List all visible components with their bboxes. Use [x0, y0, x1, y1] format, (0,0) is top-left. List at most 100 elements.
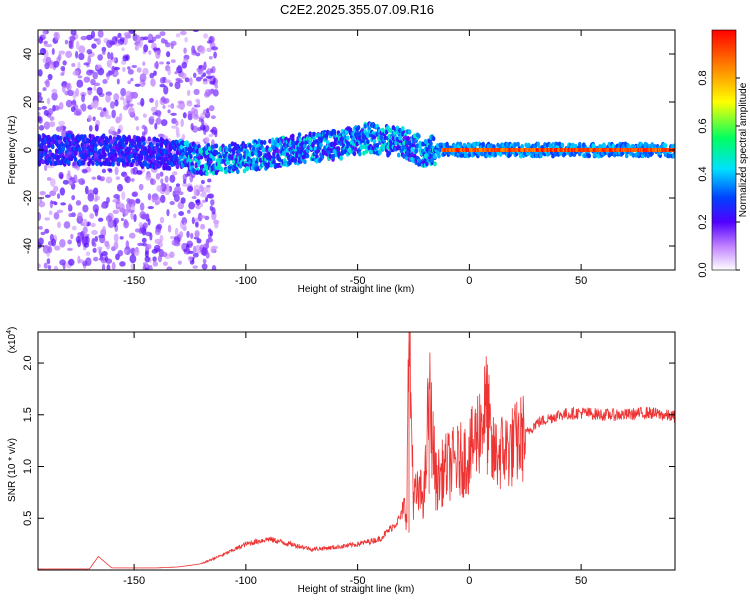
heatmap-cell — [67, 89, 74, 97]
heatmap-cell — [92, 204, 99, 213]
heatmap-cell — [241, 161, 245, 167]
heatmap-cell — [44, 194, 51, 198]
heatmap-cell — [121, 191, 126, 201]
heatmap-cell — [417, 133, 421, 139]
heatmap-cell — [429, 141, 433, 147]
heatmap-cell — [44, 217, 51, 221]
colorbar-tick-label: 0.4 — [697, 166, 709, 181]
heatmap-cell — [167, 104, 174, 108]
heatmap-cell — [423, 138, 428, 144]
heatmap-cell — [138, 221, 144, 228]
heatmap-cell — [43, 262, 48, 269]
snr-ytick-label: 0.5 — [22, 511, 34, 526]
heatmap-cell — [100, 202, 106, 209]
heatmap-cell — [155, 50, 161, 59]
heatmap-cell — [58, 101, 64, 110]
heatmap-cell — [95, 65, 101, 70]
heatmap-cell — [181, 72, 187, 80]
heatmap-cell — [49, 190, 57, 197]
heatmap-cell — [145, 261, 149, 269]
heatmap-cell — [201, 263, 208, 270]
heatmap-cell — [42, 245, 49, 249]
heatmap-cell — [175, 183, 181, 187]
heatmap-cell — [57, 221, 62, 229]
snr-xtick-label: 50 — [575, 575, 587, 587]
heatmap-cell — [38, 263, 41, 269]
heatmap-cell — [147, 193, 152, 201]
heatmap-cell — [177, 260, 182, 265]
heatmap-cell — [400, 126, 405, 132]
heatmap-cell — [173, 194, 180, 203]
heatmap-cell — [407, 140, 412, 146]
heatmap-cell — [152, 256, 157, 262]
heatmap-cell — [87, 221, 91, 227]
heatmap-cell — [391, 125, 396, 131]
heatmap-cell — [72, 70, 80, 76]
heatmap-cell — [113, 156, 118, 162]
heatmap-cell — [119, 37, 125, 42]
heatmap-cell — [82, 226, 88, 234]
heatmap-cell — [167, 267, 171, 270]
snr-ticks: -150 -100 -50 0 50 0.5 1.0 1.5 2.0 — [22, 332, 675, 587]
heatmap-cell — [463, 153, 468, 159]
heatmap-cell — [159, 83, 166, 88]
heatmap-cell — [172, 171, 178, 176]
heatmap-cell — [146, 163, 150, 169]
heatmap-cell — [101, 168, 107, 174]
heatmap-cell — [118, 157, 122, 163]
heatmap-cell — [177, 100, 185, 105]
heatmap-cell — [415, 143, 420, 149]
heatmap-cell — [105, 215, 113, 222]
heatmap-cell — [88, 158, 93, 164]
heatmap-cell — [430, 157, 435, 163]
heatmap-cell — [159, 61, 164, 65]
heatmap-cell — [356, 125, 361, 131]
heatmap-cell — [109, 101, 115, 109]
heatmap-cell — [160, 194, 166, 204]
heatmap-cell — [84, 185, 89, 195]
heatmap-cell — [147, 205, 155, 210]
heatmap-cell — [51, 238, 57, 247]
heatmap-cell — [388, 128, 393, 134]
heatmap-cell — [83, 62, 89, 66]
heatmap-cell — [602, 142, 606, 148]
heatmap-cell — [68, 147, 72, 153]
heatmap-cell — [108, 161, 113, 167]
heatmap-cell — [68, 203, 72, 211]
heatmap-cell — [142, 136, 146, 142]
heatmap-cell — [58, 135, 63, 141]
heatmap-cell — [138, 141, 142, 147]
heatmap-cell — [159, 77, 166, 84]
heatmap-cell — [209, 80, 216, 85]
heatmap-cell — [209, 205, 213, 211]
heatmap-cell — [80, 104, 85, 110]
heatmap-cell — [51, 48, 55, 55]
heatmap-cell — [113, 66, 121, 71]
heatmap-cell — [202, 258, 207, 264]
heatmap-cell — [53, 185, 59, 192]
heatmap-cell — [106, 60, 112, 68]
heatmap-cell — [252, 157, 256, 163]
heatmap-cell — [182, 182, 188, 187]
heatmap-cell — [193, 88, 200, 96]
heatmap-cell — [210, 199, 215, 206]
heatmap-cell — [205, 166, 209, 172]
heatmap-cell — [358, 151, 362, 157]
heatmap-cell — [149, 72, 155, 79]
heatmap-cell — [153, 244, 161, 252]
heatmap-cell — [195, 205, 201, 210]
heatmap-cell — [236, 143, 240, 149]
heatmap-cell — [396, 145, 401, 151]
heatmap-cell — [152, 111, 158, 116]
heatmap-cell — [164, 175, 169, 183]
heatmap-cell — [58, 120, 65, 126]
heatmap-cell — [56, 193, 61, 199]
heatmap-cell — [205, 150, 209, 156]
heatmap-cell — [45, 44, 53, 48]
heatmap-cell — [163, 98, 170, 104]
heatmap-cell — [189, 77, 193, 86]
heatmap-cell — [431, 136, 436, 142]
heatmap-cell — [192, 114, 200, 120]
heatmap-cell — [85, 257, 92, 266]
heatmap-cell — [67, 239, 72, 245]
